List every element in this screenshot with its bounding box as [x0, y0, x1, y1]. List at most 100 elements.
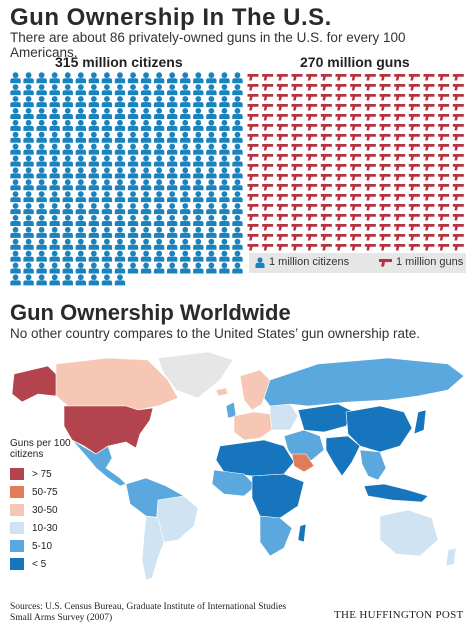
person-icon — [219, 226, 230, 238]
handgun-icon — [291, 94, 303, 101]
person-icon — [193, 203, 204, 215]
handgun-icon — [423, 194, 435, 201]
handgun-icon — [438, 124, 450, 131]
person-icon — [49, 96, 60, 108]
person-icon — [88, 214, 100, 226]
handgun-icon — [335, 104, 347, 111]
person-icon — [23, 191, 34, 203]
handgun-icon — [306, 104, 318, 111]
handgun-icon — [262, 184, 274, 191]
person-icon — [62, 179, 73, 191]
handgun-icon — [335, 194, 347, 201]
handgun-icon — [320, 164, 332, 171]
handgun-icon — [423, 74, 435, 81]
handgun-icon — [335, 234, 347, 241]
person-icon — [49, 155, 60, 167]
person-icon — [75, 143, 87, 155]
person-icon — [114, 84, 126, 96]
region-australia — [379, 509, 439, 557]
handgun-icon — [394, 114, 406, 121]
person-icon — [219, 96, 230, 108]
legend-label: 10-30 — [32, 522, 58, 534]
person-icon — [49, 167, 60, 179]
person-icon — [62, 214, 73, 226]
person-icon — [10, 143, 21, 155]
handgun-icon — [247, 244, 259, 251]
person-icon — [219, 72, 230, 84]
handgun-icon — [291, 244, 303, 251]
person-icon — [23, 131, 34, 143]
person-icon — [23, 84, 34, 96]
handgun-icon — [364, 94, 376, 101]
handgun-icon — [350, 124, 362, 131]
person-icon — [75, 179, 87, 191]
person-icon — [166, 119, 178, 131]
handgun-icon — [262, 104, 274, 111]
handgun-icon — [247, 134, 259, 141]
handgun-icon — [452, 104, 464, 111]
person-icon — [206, 143, 217, 155]
handgun-icon — [438, 154, 450, 161]
person-icon — [193, 155, 204, 167]
handgun-icon — [379, 258, 392, 267]
person-icon — [193, 191, 204, 203]
person-icon — [127, 96, 139, 108]
person-icon — [232, 119, 243, 131]
handgun-icon — [364, 174, 376, 181]
handgun-icon — [438, 204, 450, 211]
handgun-icon — [394, 174, 406, 181]
person-icon — [166, 203, 178, 215]
person-icon — [153, 107, 165, 119]
person-icon — [153, 238, 165, 250]
handgun-icon — [320, 204, 332, 211]
person-icon — [88, 203, 100, 215]
person-icon — [140, 72, 152, 84]
handgun-icon — [438, 84, 450, 91]
person-icon — [88, 143, 100, 155]
handgun-icon — [452, 74, 464, 81]
person-icon — [153, 250, 165, 262]
handgun-icon — [291, 214, 303, 221]
person-icon — [114, 179, 126, 191]
handgun-icon — [320, 154, 332, 161]
map-legend-item: 30-50 — [10, 501, 80, 519]
person-icon — [62, 155, 73, 167]
person-icon — [88, 84, 100, 96]
person-icon — [23, 179, 34, 191]
person-icon — [153, 84, 165, 96]
person-icon — [193, 214, 204, 226]
handgun-icon — [394, 74, 406, 81]
person-icon — [232, 96, 243, 108]
handgun-icon — [291, 124, 303, 131]
handgun-icon — [452, 184, 464, 191]
legend-label: 30-50 — [32, 504, 58, 516]
person-icon — [180, 119, 191, 131]
handgun-icon — [306, 164, 318, 171]
handgun-icon — [335, 174, 347, 181]
region-south-america-south — [141, 515, 165, 581]
handgun-icon — [423, 224, 435, 231]
person-icon — [88, 250, 100, 262]
handgun-icon — [262, 214, 274, 221]
handgun-icon — [452, 84, 464, 91]
handgun-icon — [364, 84, 376, 91]
handgun-icon — [364, 204, 376, 211]
person-icon — [10, 167, 21, 179]
handgun-icon — [350, 174, 362, 181]
person-icon — [88, 96, 100, 108]
handgun-icon — [379, 94, 391, 101]
handgun-icon — [306, 134, 318, 141]
person-icon — [75, 250, 87, 262]
person-icon — [232, 155, 243, 167]
person-icon — [10, 107, 21, 119]
handgun-icon — [247, 124, 259, 131]
handgun-icon — [452, 224, 464, 231]
legend-swatch — [10, 468, 24, 480]
person-icon — [140, 84, 152, 96]
handgun-icon — [276, 84, 288, 91]
person-icon — [232, 84, 243, 96]
handgun-icon — [335, 134, 347, 141]
person-icon — [62, 143, 73, 155]
handgun-icon — [276, 144, 288, 151]
handgun-icon — [291, 84, 303, 91]
